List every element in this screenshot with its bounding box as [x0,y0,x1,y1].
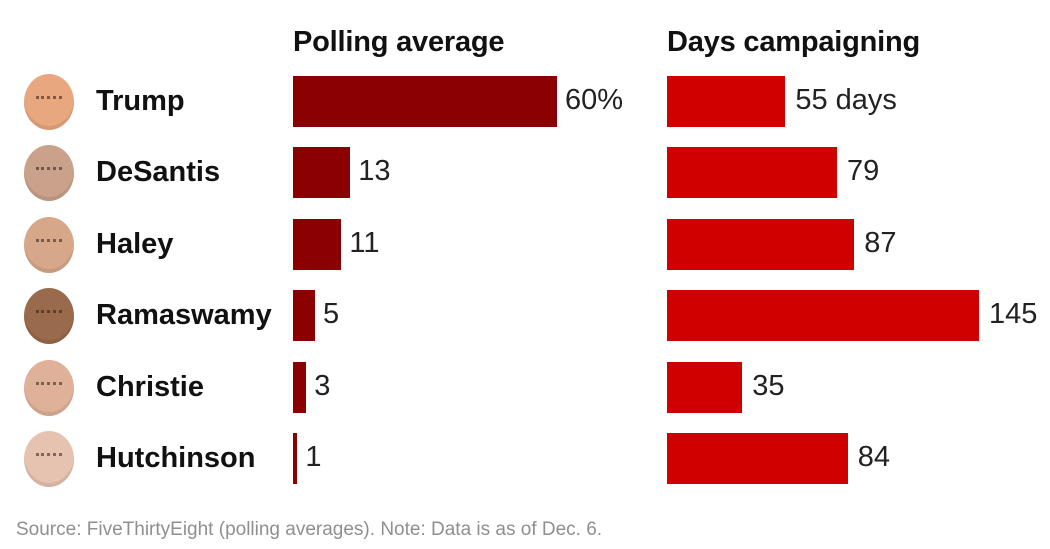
days-value-label: 84 [857,441,890,473]
candidate-row-christie: Christie 3 35 [0,359,1050,416]
days-bar-ramaswamy [667,290,979,342]
days-value-label: 145 [989,298,1038,331]
days-value-label: 55 days [795,84,897,116]
days-value-label: 35 [752,369,785,402]
candidate-row-hutchinson: Hutchinson 1 84 [0,431,1050,487]
candidate-row-ramaswamy: Ramaswamy 5 145 [0,288,1050,345]
candidate-name: Trump [96,85,185,117]
days-bar-trump [667,76,786,127]
polling-value-label: 13 [358,155,391,188]
polling-bar-hutchinson [293,433,298,484]
polling-value-label: 1 [305,441,322,473]
candidate-name: Ramaswamy [96,299,272,332]
candidate-name: Christie [96,370,204,403]
polling-bar-ramaswamy [293,290,315,342]
polling-bar-desantis [293,147,351,199]
source-note: Source: FiveThirtyEight (polling average… [16,519,603,540]
days-campaigning-header: Days campaigning [667,26,921,58]
candidate-portrait-desantis [24,145,74,202]
days-value-label: 79 [846,155,880,188]
polling-value-label: 11 [349,226,380,259]
polling-average-header: Polling average [293,26,505,58]
days-value-label: 87 [864,226,897,259]
candidate-portrait-hutchinson [24,431,74,487]
candidate-portrait-christie [24,359,74,416]
days-bar-desantis [667,147,837,199]
candidate-row-haley: Haley 11 87 [0,216,1050,273]
days-bar-christie [667,361,743,413]
polling-bar-haley [293,218,342,270]
polling-bar-christie [293,361,307,413]
candidate-portrait-haley [24,216,74,273]
days-bar-haley [667,218,855,270]
candidate-name: DeSantis [96,156,221,189]
candidate-row-trump: Trump 60% 55 days [0,74,1050,130]
candidate-portrait-ramaswamy [24,288,74,345]
polling-bar-trump [293,76,557,127]
polling-value-label: 60% [565,84,624,116]
polling-value-label: 3 [314,369,331,402]
candidate-row-desantis: DeSantis 13 79 [0,145,1050,202]
polling-value-label: 5 [323,298,340,331]
candidate-name: Haley [96,227,174,260]
days-bar-hutchinson [667,433,848,484]
candidate-portrait-trump [24,74,74,130]
candidate-name: Hutchinson [96,442,256,474]
